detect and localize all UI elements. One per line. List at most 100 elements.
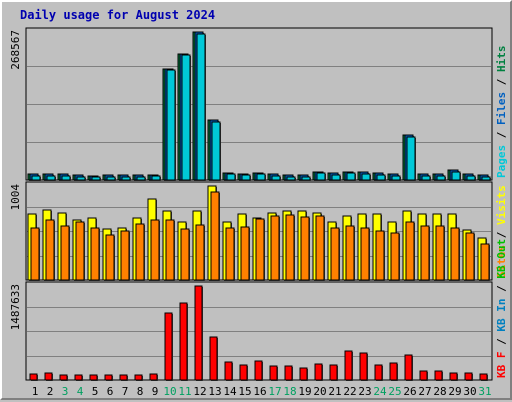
sites-bar [90, 227, 100, 281]
x-tick-label: 26 [403, 385, 416, 398]
x-tick-label: 19 [298, 385, 311, 398]
pages-bar [121, 176, 131, 181]
sites-bar [180, 228, 190, 281]
legend-sep: / [495, 279, 508, 299]
sites-bar [420, 225, 430, 281]
sites-bar [330, 227, 340, 281]
legend-pages: Pages [495, 145, 508, 178]
sites-bar [270, 215, 280, 281]
x-tick-label: 10 [163, 385, 176, 398]
sites-bar [450, 227, 460, 281]
legend-hits: Hits [495, 46, 508, 73]
x-tick-label: 20 [313, 385, 326, 398]
x-tick-label: 1 [32, 385, 39, 398]
pages-bar [286, 176, 296, 181]
sites-bar [165, 219, 175, 281]
kb-f-bar [59, 374, 68, 381]
kb-f-bar [164, 312, 173, 381]
panel-1-y-max-label: 268567 [9, 30, 22, 70]
pages-bar [361, 173, 371, 181]
legend-kb-out: KB Out [495, 239, 508, 279]
pages-bar [436, 175, 446, 181]
pages-bar [61, 175, 71, 181]
kb-f-bar [194, 285, 203, 381]
sites-bar [120, 230, 130, 281]
x-tick-label: 17 [268, 385, 281, 398]
sites-bar [375, 230, 385, 281]
x-tick-label: 2 [47, 385, 54, 398]
kb-f-bar [389, 362, 398, 381]
x-tick-label: 29 [448, 385, 461, 398]
pages-bar [481, 176, 491, 181]
legend-visits: Visits [495, 185, 508, 225]
pages-bar [196, 33, 206, 181]
x-tick-label: 28 [433, 385, 446, 398]
kb-f-bar [149, 373, 158, 381]
legend-kb-f: KB F [495, 352, 508, 379]
pages-bar [256, 173, 266, 181]
kb-f-bar [284, 365, 293, 381]
sites-bar [30, 227, 40, 281]
panel-3-y-max-label: 1487633 [9, 284, 22, 330]
pages-bar [76, 176, 86, 181]
x-tick-label: 6 [107, 385, 114, 398]
kb-f-bar [224, 361, 233, 381]
panel-3-legend: KB F / KB In / KB Out [495, 239, 508, 378]
kb-f-bar [344, 350, 353, 381]
panel-2-y-max-label: 1004 [9, 184, 22, 211]
x-tick-label: 9 [152, 385, 159, 398]
kb-f-bar [239, 364, 248, 381]
kb-f-bar [374, 364, 383, 381]
x-tick-label: 12 [193, 385, 206, 398]
sites-bar [255, 218, 265, 281]
kb-f-bar [119, 374, 128, 381]
sites-bar [195, 224, 205, 281]
pages-bar [106, 176, 116, 181]
legend-sep: / [495, 125, 508, 145]
x-tick-label: 5 [92, 385, 99, 398]
x-tick-label: 25 [388, 385, 401, 398]
x-tick-label: 27 [418, 385, 431, 398]
pages-bar [226, 173, 236, 181]
sites-bar [225, 227, 235, 281]
sites-bar [210, 191, 220, 281]
sites-bar [300, 216, 310, 281]
sites-bar [480, 243, 490, 281]
kb-f-bar [269, 365, 278, 381]
x-tick-label: 13 [208, 385, 221, 398]
pages-bar [46, 175, 56, 181]
kb-f-bar [434, 370, 443, 381]
panel-1-legend: Pages / Files / Hits [495, 46, 508, 179]
sites-bar [75, 221, 85, 281]
sites-bar [315, 215, 325, 281]
sites-bar [390, 232, 400, 281]
pages-bar [166, 69, 176, 181]
pages-bar [301, 176, 311, 181]
pages-bar [421, 175, 431, 181]
x-tick-label: 14 [223, 385, 237, 398]
pages-bar [406, 136, 416, 181]
kb-f-bar [179, 302, 188, 381]
pages-bar [316, 172, 326, 181]
chart-title: Daily usage for August 2024 [20, 8, 216, 22]
x-tick-label: 16 [253, 385, 266, 398]
sites-bar [60, 225, 70, 281]
legend-files: Files [495, 92, 508, 125]
pages-bar [346, 172, 356, 181]
x-tick-label: 18 [283, 385, 296, 398]
x-tick-label: 22 [343, 385, 356, 398]
kb-f-bar [134, 374, 143, 381]
kb-f-bar [329, 364, 338, 381]
legend-sep: / [495, 225, 508, 245]
pages-bar [451, 171, 461, 181]
sites-bar [435, 225, 445, 281]
sites-bar [345, 225, 355, 281]
pages-bar [376, 174, 386, 181]
pages-bar [271, 175, 281, 181]
pages-bar [181, 54, 191, 181]
pages-bar [331, 174, 341, 181]
kb-f-bar [464, 372, 473, 381]
x-tick-label: 24 [373, 385, 387, 398]
kb-f-bar [359, 352, 368, 381]
kb-f-bar [29, 373, 38, 381]
